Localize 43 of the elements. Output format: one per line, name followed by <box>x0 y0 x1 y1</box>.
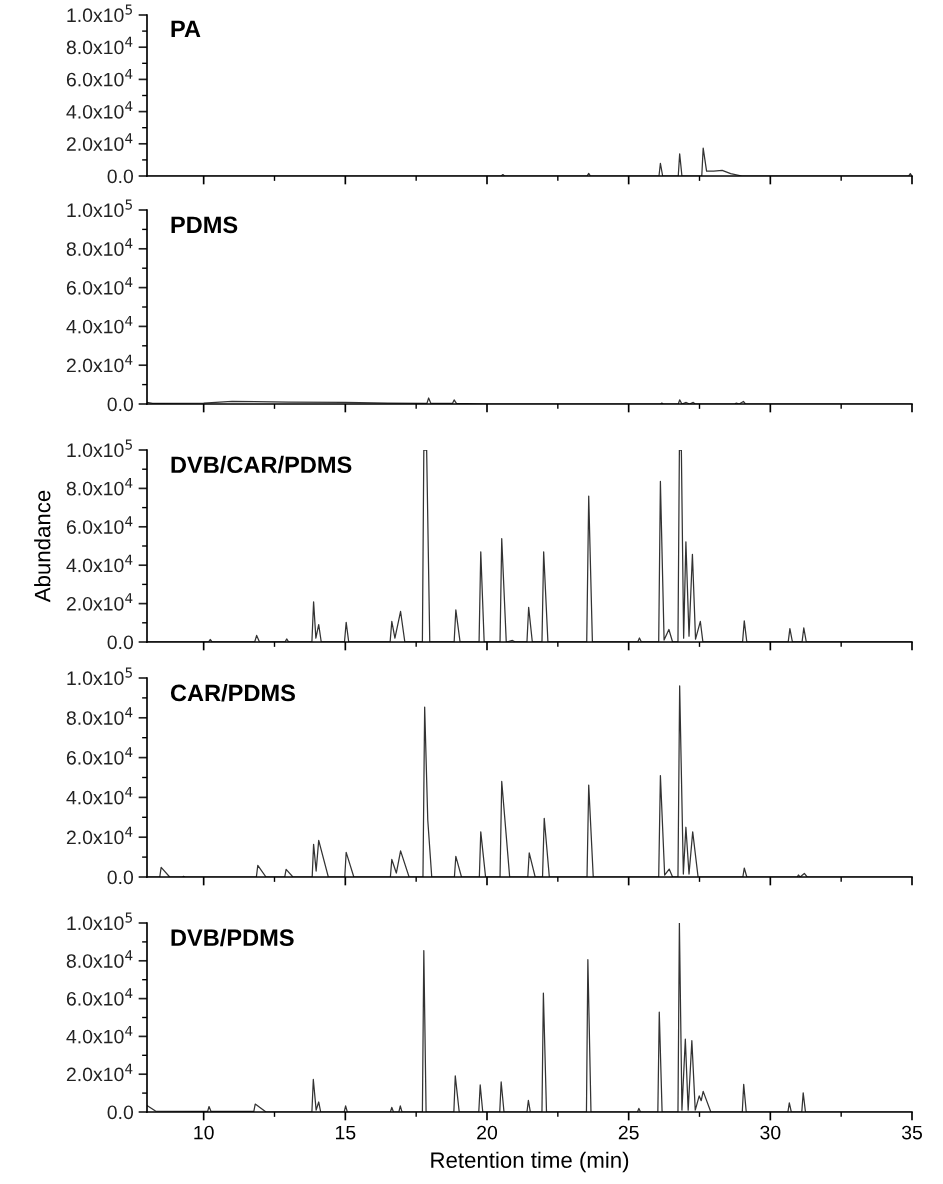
y-tick-label: 8.0x10$^{4}$ <box>66 477 133 496</box>
y-tick-label: 4.0x10$^{4}$ <box>66 554 133 573</box>
y-tick-label: 6.0x10$^{4}$ <box>66 516 133 534</box>
y-tick-label: 0.0 <box>107 635 134 650</box>
y-tick-label: 1.0x10$^{5}$ <box>67 439 132 458</box>
y-tick-label: 2.0x10$^{4}$ <box>66 1063 133 1082</box>
y-tick-label: 6.0x10$^{4}$ <box>66 68 133 87</box>
y-tick-label: 4.0x10$^{4}$ <box>66 1025 133 1044</box>
y-tick-label: 0.0 <box>107 870 134 885</box>
y-tick-label: 1.0x10$^{5}$ <box>67 667 132 686</box>
y-tick-label: 4.0x10$^{4}$ <box>66 315 133 334</box>
chart-title: PDMS <box>171 216 238 234</box>
y-tick-label: 0.0 <box>107 397 134 412</box>
y-tick-label: 4.0x10$^{4}$ <box>66 101 133 119</box>
y-tick-label: 1.0x10$^{5}$ <box>67 4 132 23</box>
y-tick-label: 6.0x10$^{4}$ <box>66 988 133 1006</box>
y-tick-label: 2.0x10$^{4}$ <box>66 133 133 151</box>
x-tick-label: 20 <box>477 1125 498 1140</box>
y-tick-label: 6.0x10$^{4}$ <box>66 747 133 765</box>
y-tick-label: 2.0x10$^{4}$ <box>66 826 133 845</box>
y-tick-label: 8.0x10$^{4}$ <box>66 707 133 725</box>
y-tick-label: 1.0x10$^{5}$ <box>67 199 132 218</box>
y-tick-label: 8.0x10$^{4}$ <box>66 238 133 256</box>
x-tick-label: 15 <box>336 1125 356 1140</box>
chart-title: DVB/PDMS <box>171 928 294 947</box>
chart-title: DVB/CAR/PDMS <box>171 455 352 474</box>
x-tick-label: 25 <box>618 1125 639 1140</box>
x-axis-title: Retention time (min) <box>431 1151 629 1173</box>
y-tick-label: 1.0x10$^{5}$ <box>67 912 132 931</box>
x-tick-label: 35 <box>901 1125 922 1140</box>
chart-title: PA <box>171 20 201 37</box>
y-tick-label: 8.0x10$^{4}$ <box>66 950 133 968</box>
y-tick-label: 0.0 <box>107 169 134 184</box>
y-tick-label: 0.0 <box>107 1105 134 1120</box>
y-tick-label: 2.0x10$^{4}$ <box>66 593 133 611</box>
y-tick-label: 6.0x10$^{4}$ <box>66 277 133 295</box>
y-tick-label: 8.0x10$^{4}$ <box>66 36 133 55</box>
chart-title: CAR/PDMS <box>170 683 295 702</box>
x-tick-label: 10 <box>194 1125 214 1140</box>
y-tick-label: 2.0x10$^{4}$ <box>66 354 133 373</box>
x-tick-label: 30 <box>760 1125 781 1140</box>
y-tick-label: 4.0x10$^{4}$ <box>66 786 133 805</box>
y-axis-title: Abundance <box>34 490 51 603</box>
